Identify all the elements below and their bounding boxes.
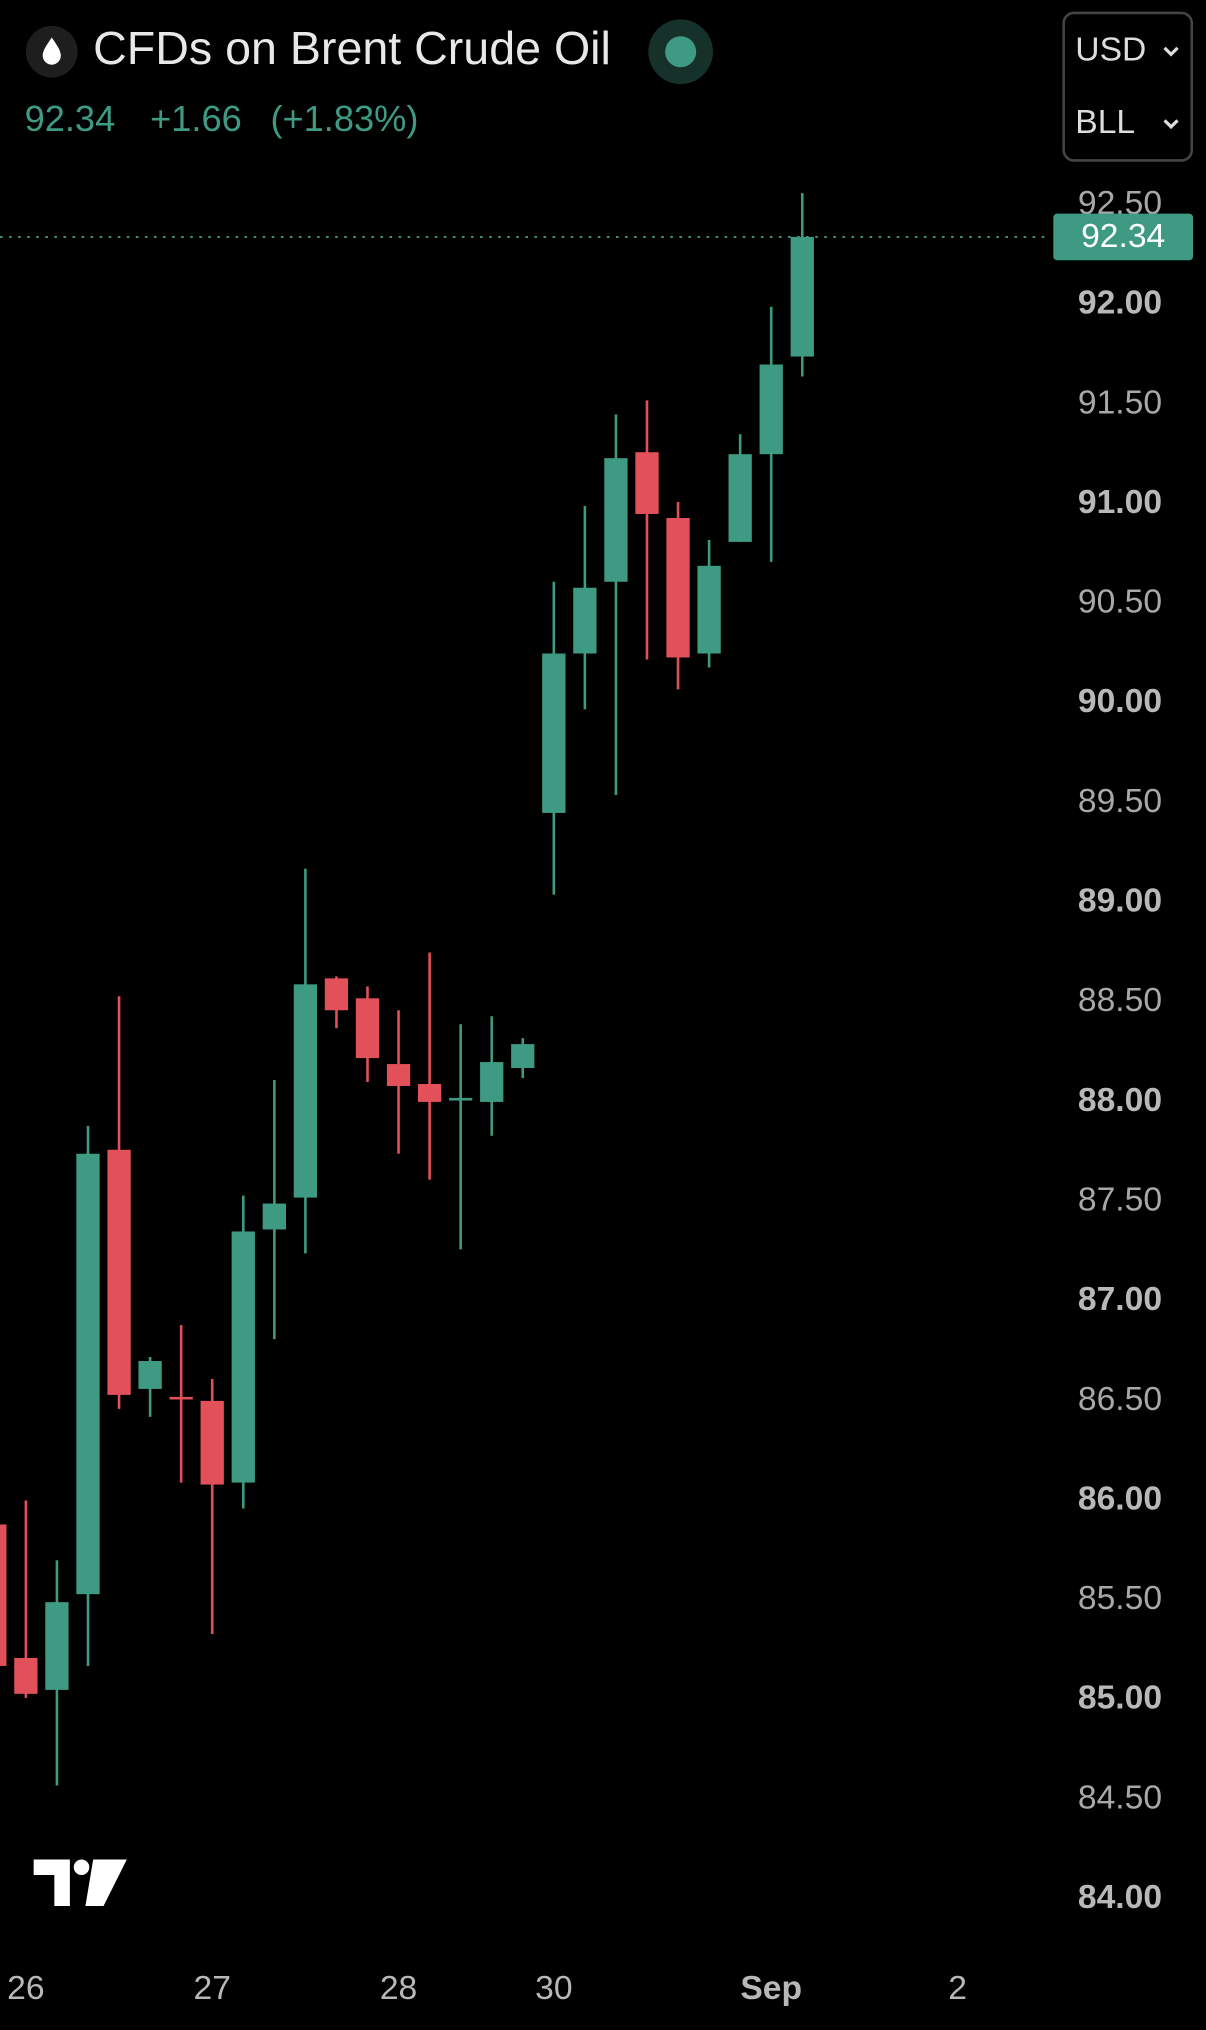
x-tick-label: 26 [7, 1970, 44, 2007]
y-tick-label: 86.50 [1078, 1381, 1162, 1418]
y-tick-label: 89.00 [1078, 883, 1162, 920]
y-tick-label: 87.50 [1078, 1181, 1162, 1218]
candle-body [324, 978, 349, 1011]
candle-body [573, 587, 597, 654]
candle-body [107, 1149, 131, 1395]
y-tick-label: 88.50 [1078, 982, 1162, 1019]
unit-select[interactable]: BLL [1075, 104, 1179, 141]
y-tick-label: 84.00 [1078, 1879, 1162, 1916]
candle-body [76, 1153, 100, 1595]
last-price-tag [1053, 213, 1194, 261]
candle-body [45, 1602, 69, 1690]
candle-body [355, 998, 380, 1059]
x-tick-label: 2 [948, 1970, 967, 2007]
price: 92.34 [25, 98, 116, 139]
currency[interactable]: USD [1075, 32, 1146, 69]
drop-icon [42, 37, 61, 65]
x-tick-label: 27 [194, 1970, 231, 2007]
chevron [1163, 119, 1179, 130]
currency-select[interactable]: USD [1075, 32, 1179, 69]
y-tick-label: 85.50 [1078, 1580, 1162, 1617]
y-tick-label: 92.00 [1078, 285, 1162, 322]
candle-body [635, 452, 659, 514]
y-tick-label: 88.00 [1078, 1082, 1162, 1119]
change-pct: (+1.83%) [270, 98, 418, 139]
y-tick-label: 87.00 [1078, 1281, 1162, 1318]
y-tick-label: 89.50 [1078, 783, 1162, 820]
symbol-title: CFDs on Brent Crude Oil [93, 22, 611, 74]
chevron [1163, 46, 1179, 57]
candle-body [231, 1231, 255, 1483]
candle-body [262, 1203, 286, 1230]
candle-body [417, 1083, 442, 1102]
y-tick-label: 91.50 [1078, 384, 1162, 421]
y-tick-label: 86.00 [1078, 1480, 1162, 1517]
y-tick-label: 84.50 [1078, 1779, 1162, 1816]
candle-body [293, 984, 318, 1198]
candle-body [200, 1400, 224, 1485]
candle-body [480, 1062, 504, 1102]
unit-box [1062, 11, 1194, 162]
y-tick-label: 85.00 [1078, 1680, 1162, 1717]
candle-body [449, 1097, 473, 1101]
candle-body [542, 653, 566, 813]
x-tick-label: Sep [740, 1970, 802, 2007]
candle-body [138, 1361, 162, 1389]
tv-logo [33, 1859, 127, 1907]
candle-body [604, 458, 628, 582]
change: +1.66 [150, 98, 242, 139]
candle-body [666, 517, 690, 658]
candle-body [386, 1064, 411, 1086]
x-tick-label: 30 [535, 1970, 572, 2007]
status-dot [665, 36, 697, 68]
y-tick-label: 91.00 [1078, 484, 1162, 521]
candle-body [790, 236, 814, 357]
candle-body [728, 454, 752, 542]
y-tick-label: 90.50 [1078, 584, 1162, 621]
x-tick-label: 28 [380, 1970, 417, 2007]
candle-body [511, 1044, 535, 1069]
candle-body [697, 565, 721, 654]
candle-body [169, 1396, 193, 1400]
unit[interactable]: BLL [1075, 104, 1135, 141]
last-price-label: 92.34 [1081, 218, 1165, 255]
y-tick-label: 90.00 [1078, 683, 1162, 720]
candle-body [0, 1524, 7, 1666]
candle-body [14, 1657, 38, 1694]
header: CFDs on Brent Crude Oil 92.34 +1.66 (+1.… [25, 11, 1194, 162]
candle-body [759, 364, 783, 455]
